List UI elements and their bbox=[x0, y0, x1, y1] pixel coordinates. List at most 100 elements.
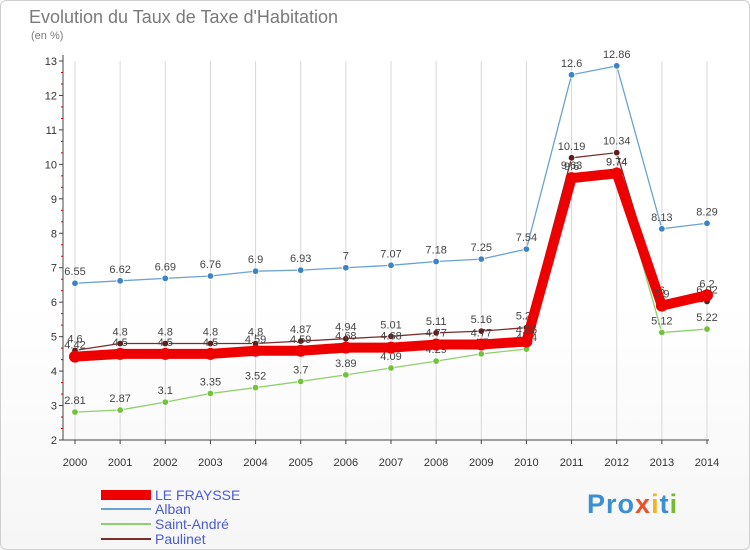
logo-letter: o bbox=[617, 489, 636, 519]
data-label: 6.9 bbox=[248, 254, 263, 266]
y-tick-label: 12 bbox=[45, 90, 57, 102]
x-tick-label: 2004 bbox=[243, 457, 267, 469]
data-label: 6.93 bbox=[290, 253, 311, 265]
data-label: 4.42 bbox=[64, 340, 85, 352]
y-tick-label: 8 bbox=[51, 228, 57, 240]
legend-swatch bbox=[101, 490, 151, 500]
x-tick-label: 2006 bbox=[334, 457, 358, 469]
data-label: 10.34 bbox=[603, 136, 631, 148]
data-point bbox=[477, 327, 485, 335]
data-point bbox=[114, 347, 127, 360]
x-tick-label: 2007 bbox=[379, 457, 403, 469]
logo-letter: i bbox=[669, 489, 679, 519]
proxiti-logo: Proxiti bbox=[587, 489, 678, 520]
data-point bbox=[294, 344, 307, 357]
data-label: 9.63 bbox=[561, 160, 582, 172]
y-tick-label: 4 bbox=[51, 366, 57, 378]
data-point bbox=[71, 408, 79, 416]
data-label: 3.52 bbox=[245, 371, 266, 383]
data-label: 4.59 bbox=[290, 334, 311, 346]
data-point bbox=[520, 335, 533, 348]
logo-letter: P bbox=[587, 489, 607, 519]
data-point bbox=[522, 245, 531, 253]
data-label: 4.8 bbox=[203, 327, 218, 339]
data-point bbox=[339, 341, 352, 354]
data-point bbox=[251, 267, 260, 275]
data-label: 4.5 bbox=[203, 337, 218, 349]
data-label: 12.86 bbox=[603, 49, 631, 61]
data-label: 6.62 bbox=[109, 264, 130, 276]
data-label: 12.6 bbox=[561, 58, 582, 70]
x-tick-label: 2005 bbox=[288, 457, 312, 469]
x-tick-label: 2009 bbox=[469, 457, 493, 469]
x-tick-label: 2000 bbox=[63, 457, 87, 469]
data-label: 3.89 bbox=[335, 358, 356, 370]
data-label: 3.35 bbox=[200, 376, 221, 388]
data-label: 5.12 bbox=[651, 316, 672, 328]
x-tick-label: 2012 bbox=[604, 457, 628, 469]
x-tick-label: 2013 bbox=[650, 457, 674, 469]
data-label: 4.68 bbox=[335, 331, 356, 343]
x-tick-label: 2014 bbox=[695, 457, 719, 469]
data-point bbox=[387, 261, 395, 270]
data-label: 4.68 bbox=[380, 331, 401, 343]
data-point bbox=[385, 341, 397, 354]
data-point bbox=[475, 338, 488, 351]
data-label: 8.29 bbox=[696, 206, 717, 218]
legend-label: Saint-André bbox=[155, 516, 229, 532]
data-point bbox=[703, 219, 711, 227]
data-label: 4.94 bbox=[335, 322, 356, 334]
data-point bbox=[251, 383, 260, 392]
data-point bbox=[477, 255, 485, 263]
data-label: 7.07 bbox=[380, 248, 401, 260]
data-label: 3.7 bbox=[293, 364, 308, 376]
y-tick-label: 5 bbox=[51, 332, 57, 344]
data-point bbox=[610, 167, 623, 180]
data-point bbox=[701, 289, 713, 302]
data-point bbox=[703, 325, 711, 333]
data-point bbox=[297, 337, 305, 345]
data-label: 4.86 bbox=[516, 324, 537, 336]
y-tick-label: 3 bbox=[51, 401, 57, 413]
data-label: 5.11 bbox=[426, 316, 447, 328]
data-point bbox=[567, 71, 576, 79]
data-point bbox=[161, 274, 169, 283]
data-label: 7.18 bbox=[425, 245, 446, 257]
data-label: 6.55 bbox=[64, 266, 85, 278]
y-tick-label: 2 bbox=[51, 435, 57, 447]
data-label: 4.5 bbox=[158, 337, 173, 349]
y-tick-label: 6 bbox=[51, 297, 57, 309]
data-point bbox=[387, 364, 395, 372]
data-point bbox=[297, 377, 305, 386]
data-point bbox=[71, 279, 79, 287]
data-label: 3.1 bbox=[158, 385, 173, 397]
data-label: 4.8 bbox=[158, 327, 173, 339]
chart-title: Evolution du Taux de Taxe d'Habitation bbox=[29, 7, 338, 27]
data-point bbox=[297, 266, 305, 274]
data-point bbox=[565, 172, 578, 185]
data-point bbox=[159, 347, 172, 360]
data-point bbox=[477, 350, 485, 358]
data-point bbox=[432, 257, 440, 266]
legend-label: Alban bbox=[155, 501, 191, 517]
data-point bbox=[655, 299, 668, 312]
data-point bbox=[204, 347, 217, 360]
data-label: 7.54 bbox=[516, 232, 537, 244]
x-tick-label: 2011 bbox=[560, 457, 584, 469]
data-point bbox=[206, 272, 215, 280]
data-label: 7 bbox=[343, 251, 349, 263]
logo-letter: x bbox=[635, 489, 652, 519]
x-tick-label: 2001 bbox=[108, 457, 132, 469]
data-label: 4.8 bbox=[112, 327, 127, 339]
logo-letter: i bbox=[651, 489, 660, 519]
data-point bbox=[116, 339, 124, 348]
data-label: 10.19 bbox=[558, 141, 586, 153]
data-label: 9.74 bbox=[606, 156, 627, 168]
data-label: 2.87 bbox=[109, 393, 130, 405]
data-point bbox=[387, 332, 395, 340]
data-label: 6.76 bbox=[200, 259, 221, 271]
data-label: 5.9 bbox=[654, 289, 669, 301]
logo-letter: t bbox=[659, 489, 670, 519]
data-point bbox=[658, 225, 666, 233]
